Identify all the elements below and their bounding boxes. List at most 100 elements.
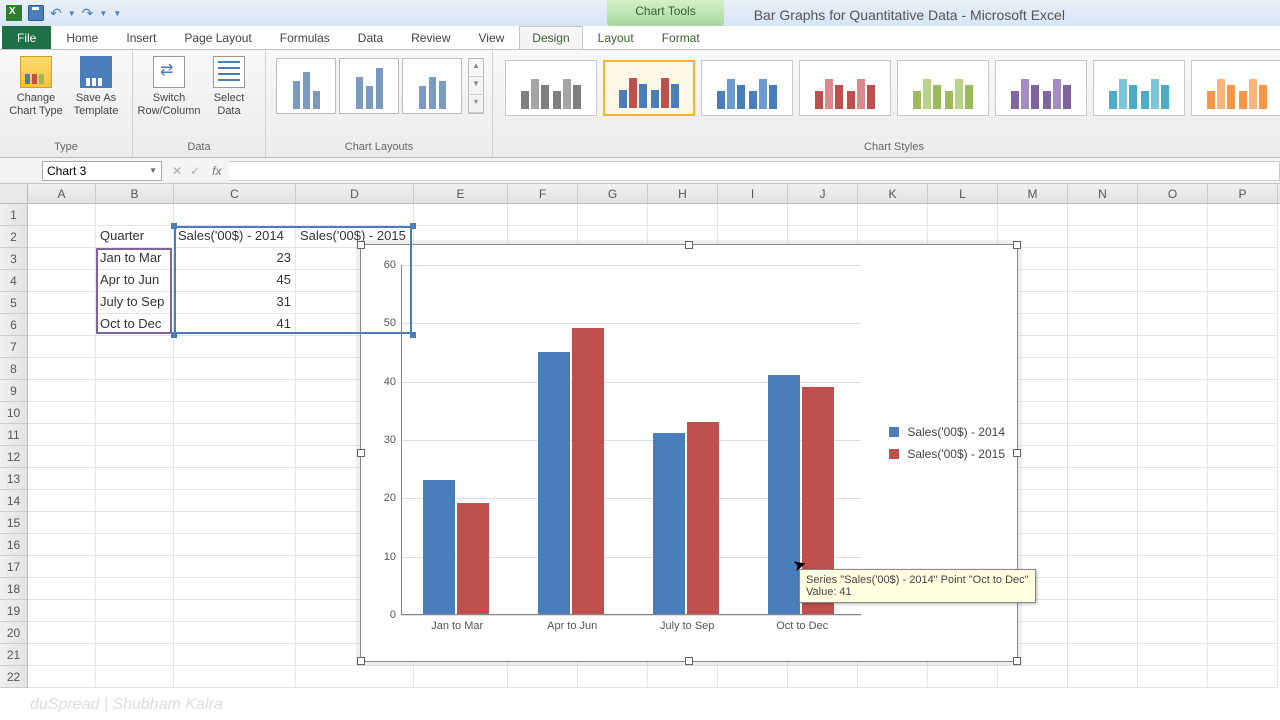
undo-icon[interactable]: ↶	[50, 5, 62, 21]
formula-input[interactable]	[229, 161, 1280, 181]
chart-style-thumb[interactable]	[1191, 60, 1280, 116]
cell[interactable]	[414, 666, 508, 688]
chart-bar[interactable]	[423, 480, 455, 614]
cell[interactable]	[1138, 424, 1208, 446]
chart-style-thumb[interactable]	[897, 60, 989, 116]
cell[interactable]	[174, 666, 296, 688]
chart-style-thumb[interactable]	[603, 60, 695, 116]
tab-format[interactable]: Format	[649, 26, 713, 49]
chart-object[interactable]: 0102030405060Jan to MarApr to JunJuly to…	[360, 244, 1018, 662]
qat-customize-icon[interactable]: ▼	[113, 9, 121, 18]
tab-home[interactable]: Home	[53, 26, 111, 49]
cell[interactable]	[1068, 490, 1138, 512]
tab-design[interactable]: Design	[519, 26, 582, 49]
cell[interactable]	[28, 622, 96, 644]
cell[interactable]	[1138, 204, 1208, 226]
cell[interactable]: 45	[174, 270, 296, 292]
cell[interactable]	[1068, 534, 1138, 556]
cell[interactable]	[928, 666, 998, 688]
cancel-icon[interactable]: ✕	[172, 164, 182, 178]
row-header[interactable]: 16	[0, 534, 27, 556]
cell[interactable]	[1068, 314, 1138, 336]
chart-style-thumb[interactable]	[799, 60, 891, 116]
cell[interactable]	[1138, 248, 1208, 270]
cell[interactable]	[1138, 336, 1208, 358]
cell[interactable]	[96, 424, 174, 446]
range-handle[interactable]	[410, 223, 416, 229]
cell[interactable]	[296, 666, 414, 688]
cell[interactable]	[1208, 446, 1278, 468]
cell[interactable]	[174, 336, 296, 358]
row-header[interactable]: 4	[0, 270, 27, 292]
cell[interactable]	[28, 600, 96, 622]
column-header[interactable]: C	[174, 184, 296, 203]
cell[interactable]	[174, 600, 296, 622]
tab-formulas[interactable]: Formulas	[267, 26, 343, 49]
cell[interactable]	[1068, 644, 1138, 666]
cell[interactable]	[928, 204, 998, 226]
row-header[interactable]: 6	[0, 314, 27, 336]
cell[interactable]	[174, 424, 296, 446]
cell[interactable]	[1068, 556, 1138, 578]
cell[interactable]	[1068, 424, 1138, 446]
layouts-scroll[interactable]: ▲▼▾	[468, 58, 484, 114]
cell[interactable]	[1208, 248, 1278, 270]
chart-style-thumb[interactable]	[995, 60, 1087, 116]
cell[interactable]	[1208, 314, 1278, 336]
cell[interactable]	[28, 556, 96, 578]
cell[interactable]	[174, 534, 296, 556]
cell[interactable]	[508, 666, 578, 688]
cell[interactable]	[1138, 380, 1208, 402]
cell[interactable]	[1068, 270, 1138, 292]
cell[interactable]	[1068, 666, 1138, 688]
chart-style-thumb[interactable]	[701, 60, 793, 116]
column-header[interactable]: A	[28, 184, 96, 203]
cell[interactable]	[96, 534, 174, 556]
name-box[interactable]: Chart 3 ▼	[42, 161, 162, 181]
cell[interactable]	[1068, 336, 1138, 358]
cell[interactable]	[1208, 336, 1278, 358]
cell[interactable]	[1068, 292, 1138, 314]
column-header[interactable]: D	[296, 184, 414, 203]
cell[interactable]	[296, 204, 414, 226]
cell[interactable]: 23	[174, 248, 296, 270]
cell[interactable]	[1208, 270, 1278, 292]
cell[interactable]: Quarter	[96, 226, 174, 248]
tab-data[interactable]: Data	[345, 26, 396, 49]
row-header[interactable]: 18	[0, 578, 27, 600]
layout-thumb[interactable]	[402, 58, 462, 114]
column-header[interactable]: K	[858, 184, 928, 203]
cell[interactable]	[28, 226, 96, 248]
cell[interactable]	[28, 380, 96, 402]
cell[interactable]	[1138, 644, 1208, 666]
column-header[interactable]: L	[928, 184, 998, 203]
cell[interactable]	[28, 292, 96, 314]
cell[interactable]	[174, 622, 296, 644]
chart-bar[interactable]	[768, 375, 800, 614]
cell[interactable]	[28, 534, 96, 556]
resize-handle[interactable]	[685, 657, 693, 665]
change-chart-type-button[interactable]: Change Chart Type	[6, 54, 66, 120]
cell[interactable]	[858, 666, 928, 688]
cell[interactable]	[96, 402, 174, 424]
cell[interactable]	[28, 666, 96, 688]
cell[interactable]	[1138, 446, 1208, 468]
cell[interactable]	[1208, 204, 1278, 226]
cell[interactable]	[1138, 534, 1208, 556]
select-data-button[interactable]: Select Data	[199, 54, 259, 120]
cell[interactable]	[1138, 314, 1208, 336]
cell[interactable]	[648, 666, 718, 688]
chart-style-thumb[interactable]	[1093, 60, 1185, 116]
tab-layout[interactable]: Layout	[585, 26, 647, 49]
cell[interactable]: 41	[174, 314, 296, 336]
column-header[interactable]: N	[1068, 184, 1138, 203]
cell[interactable]: Oct to Dec	[96, 314, 174, 336]
cell[interactable]	[96, 622, 174, 644]
row-header[interactable]: 21	[0, 644, 27, 666]
column-header[interactable]: E	[414, 184, 508, 203]
cell[interactable]	[1138, 512, 1208, 534]
cell[interactable]	[1208, 666, 1278, 688]
cell[interactable]	[578, 666, 648, 688]
cell[interactable]	[28, 468, 96, 490]
cell[interactable]	[1208, 600, 1278, 622]
